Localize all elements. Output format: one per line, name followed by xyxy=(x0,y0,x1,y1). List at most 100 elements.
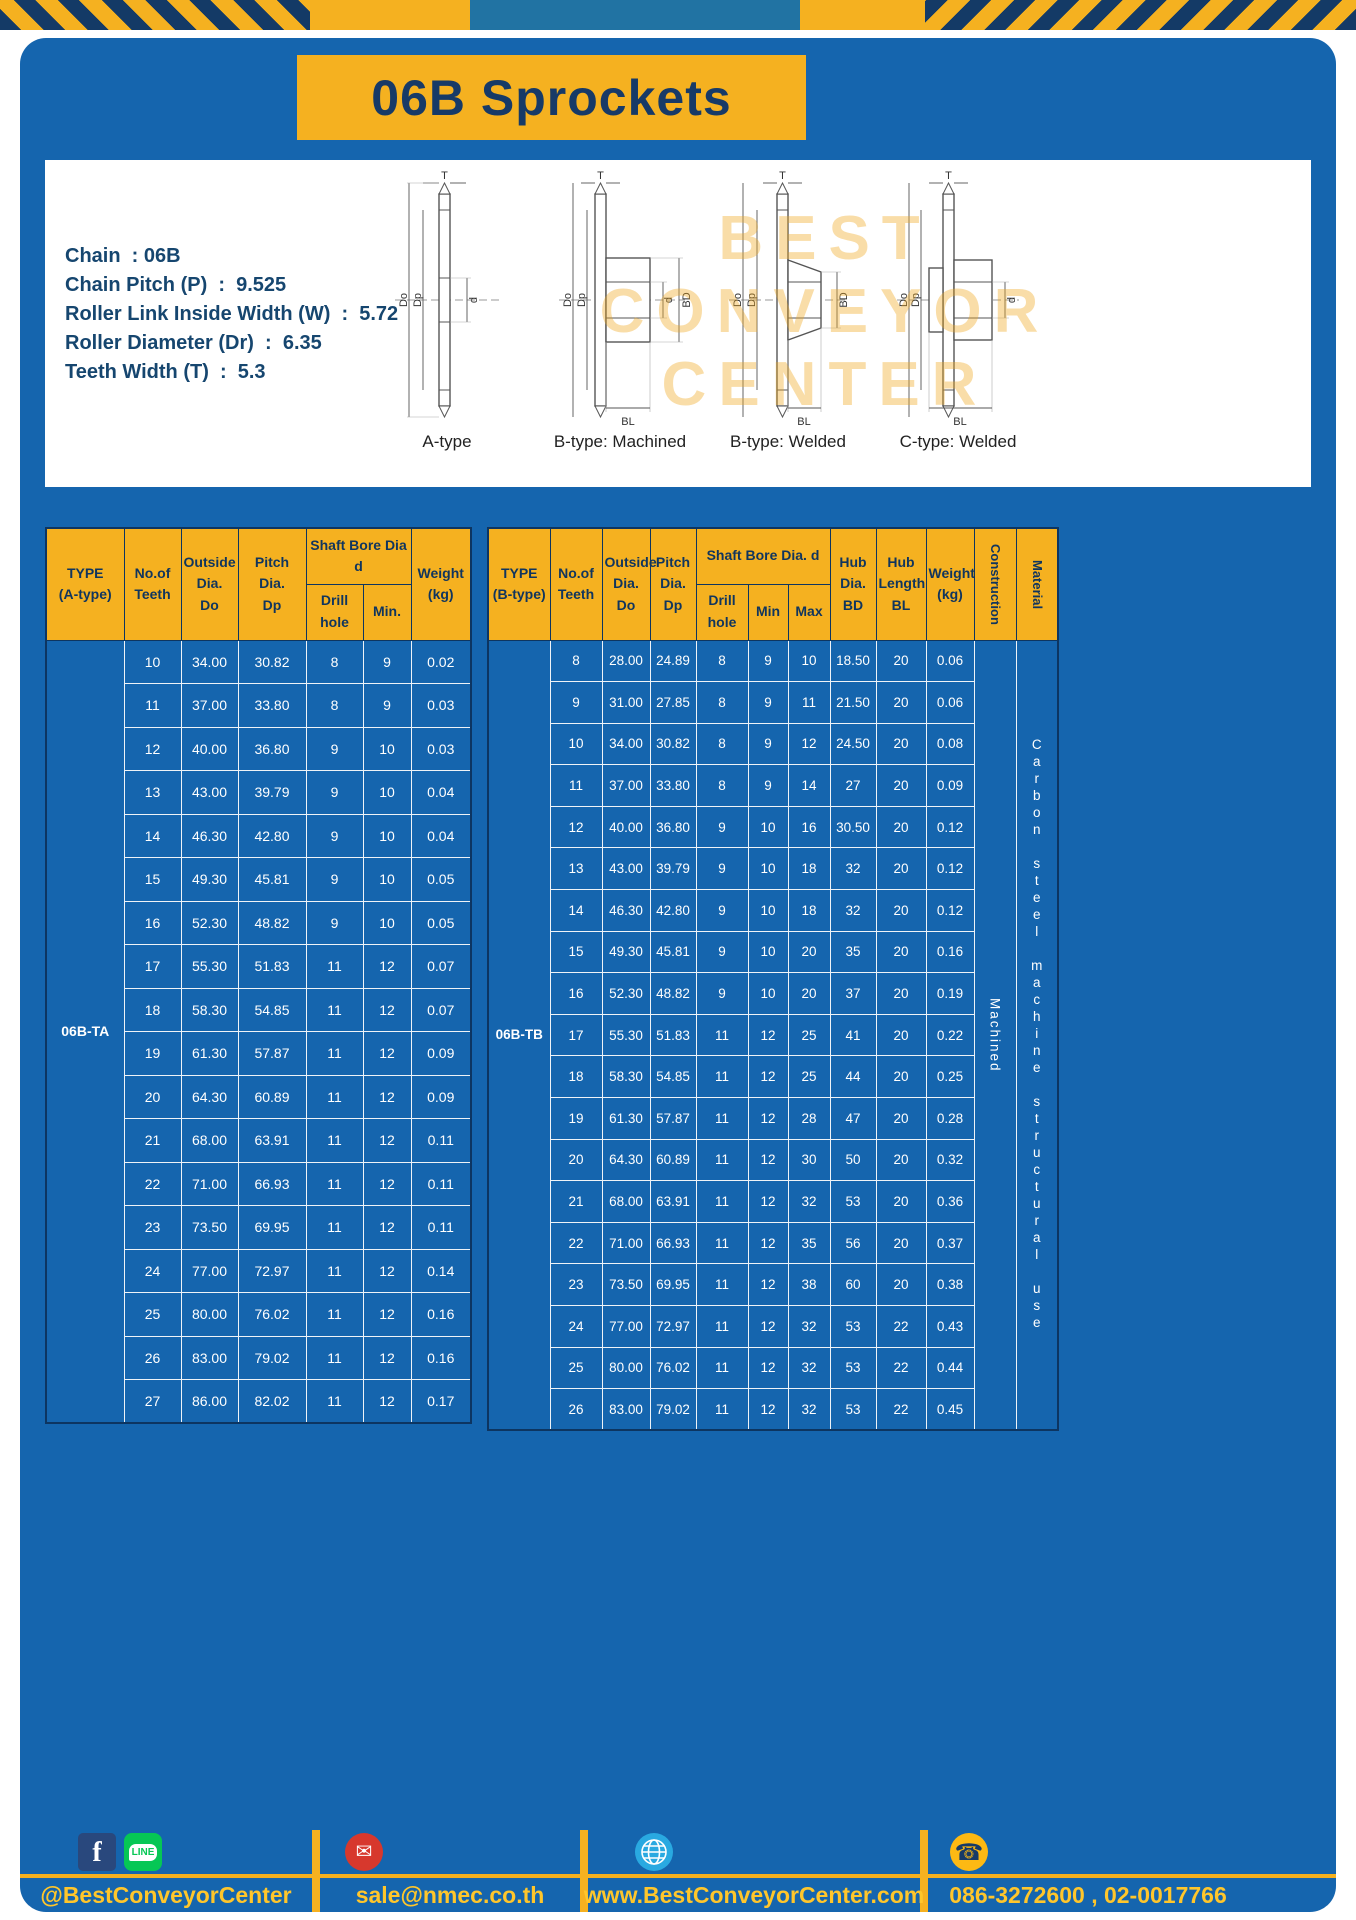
data-cell: 0.05 xyxy=(410,857,472,902)
data-cell: 0.09 xyxy=(410,1031,472,1076)
data-cell: 55.30 xyxy=(601,1013,651,1057)
table-row: 22 71.00 66.93 11 12 0.11 xyxy=(46,1161,472,1206)
data-cell: 40.00 xyxy=(601,805,651,849)
data-cell: 20 xyxy=(549,1138,603,1182)
data-cell: 68.00 xyxy=(180,1118,239,1163)
data-cell: 30.82 xyxy=(237,639,307,684)
footer-email[interactable]: sale@nmec.co.th xyxy=(355,1881,545,1908)
data-cell: 9 xyxy=(695,847,749,891)
dim-do-label: Do xyxy=(562,293,574,307)
hazard-yellow-segment xyxy=(800,0,925,30)
data-cell: 27.85 xyxy=(649,681,697,724)
table-row: 24 77.00 72.97 11 12 0.14 xyxy=(46,1248,472,1293)
drawing-a-type: T Do Dp d A-type xyxy=(377,170,517,452)
data-cell: 63.91 xyxy=(237,1118,307,1163)
data-cell: 11 xyxy=(305,1031,364,1076)
data-cell: 39.79 xyxy=(237,770,307,815)
data-cell: 20 xyxy=(875,805,927,849)
data-cell: 43.00 xyxy=(601,847,651,891)
data-cell: 35 xyxy=(787,1221,831,1265)
data-cell: 24.89 xyxy=(649,639,697,683)
table-row: 18 58.30 54.85 11 12 25 44 20 0.25 xyxy=(488,1055,1058,1099)
table-row: 17 55.30 51.83 11 12 25 41 20 0.22 xyxy=(488,1013,1058,1057)
col-header-min: Min. xyxy=(362,583,412,641)
data-cell: 83.00 xyxy=(601,1388,651,1431)
data-cell: 40.00 xyxy=(180,726,239,771)
data-cell: 12 xyxy=(747,1305,789,1348)
data-cell: 34.00 xyxy=(601,722,651,766)
col-header-max: Max xyxy=(787,583,831,641)
data-cell: 50 xyxy=(829,1138,877,1182)
drawing-c-type-welded: T Do Dp d BL C-type: Welded xyxy=(883,170,1033,452)
data-cell: 86.00 xyxy=(180,1379,239,1424)
data-cell: 11 xyxy=(305,1205,364,1250)
data-cell: 80.00 xyxy=(180,1292,239,1337)
data-cell: 8 xyxy=(549,639,603,683)
hazard-yellow-segment xyxy=(310,0,470,30)
table-row: 15 49.30 45.81 9 10 20 35 20 0.16 xyxy=(488,930,1058,974)
dim-t-label: T xyxy=(441,170,448,182)
table-row: 12 40.00 36.80 9 10 0.03 xyxy=(46,726,472,771)
phone-icon[interactable]: ☎ xyxy=(950,1833,988,1871)
data-cell: 68.00 xyxy=(601,1180,651,1223)
data-cell: 25 xyxy=(787,1055,831,1099)
data-cell: 0.09 xyxy=(925,764,975,807)
data-cell: 73.50 xyxy=(601,1263,651,1306)
data-cell: 13 xyxy=(549,847,603,891)
dim-t-label: T xyxy=(945,170,952,182)
data-cell: 21.50 xyxy=(829,681,877,724)
data-cell: 37.00 xyxy=(180,683,239,728)
dim-do-label: Do xyxy=(898,293,910,307)
data-cell: 12 xyxy=(362,1205,412,1250)
col-header-hub-length: Hub Length BL xyxy=(875,527,927,641)
line-icon[interactable]: LINE xyxy=(124,1833,162,1871)
table-row: 26 83.00 79.02 11 12 0.16 xyxy=(46,1335,472,1380)
spec-line-roller-dia: Roller Diameter (Dr) : 6.35 xyxy=(65,332,322,354)
data-cell: 0.25 xyxy=(925,1055,975,1099)
data-cell: 79.02 xyxy=(237,1335,307,1380)
data-cell: 11 xyxy=(695,1180,749,1223)
data-cell: 20 xyxy=(875,972,927,1015)
globe-icon[interactable] xyxy=(635,1833,673,1871)
data-cell: 0.32 xyxy=(925,1138,975,1182)
col-header-weight: Weight (kg) xyxy=(925,527,975,641)
data-cell: 19 xyxy=(549,1097,603,1140)
data-cell: 12 xyxy=(549,805,603,849)
email-icon[interactable]: ✉ xyxy=(345,1833,383,1871)
data-cell: 9 xyxy=(362,639,412,684)
data-cell: 45.81 xyxy=(649,930,697,974)
data-cell: 54.85 xyxy=(649,1055,697,1099)
hazard-right-stripes xyxy=(925,0,1356,30)
data-cell: 71.00 xyxy=(601,1221,651,1265)
table-row: 10 34.00 30.82 8 9 12 24.50 20 0.08 xyxy=(488,722,1058,766)
hazard-left-stripes xyxy=(0,0,310,30)
data-cell: 32 xyxy=(829,847,877,891)
data-cell: 45.81 xyxy=(237,857,307,902)
table-row: 13 43.00 39.79 9 10 18 32 20 0.12 xyxy=(488,847,1058,891)
data-cell: 11 xyxy=(123,683,182,728)
data-cell: 20 xyxy=(875,1097,927,1140)
data-cell: 11 xyxy=(695,1346,749,1390)
footer-social-handle[interactable]: @BestConveyorCenter xyxy=(40,1881,292,1908)
data-cell: 10 xyxy=(549,722,603,766)
hazard-stripe-top xyxy=(0,0,1356,30)
data-cell: 10 xyxy=(747,930,789,974)
table-row: 15 49.30 45.81 9 10 0.05 xyxy=(46,857,472,902)
data-cell: 0.14 xyxy=(410,1248,472,1293)
data-cell: 8 xyxy=(305,639,364,684)
footer-phone-numbers[interactable]: 086-3272600 , 02-0017766 xyxy=(949,1881,1227,1908)
dim-do-label: Do xyxy=(732,293,744,307)
data-cell: 39.79 xyxy=(649,847,697,891)
data-cell: 0.36 xyxy=(925,1180,975,1223)
footer-website[interactable]: www.BestConveyorCenter.com xyxy=(583,1881,925,1908)
dim-d-label: d xyxy=(1006,297,1018,303)
dim-t-label: T xyxy=(597,170,604,182)
data-cell: 0.02 xyxy=(410,639,472,684)
data-cell: 54.85 xyxy=(237,987,307,1032)
data-cell: 41 xyxy=(829,1013,877,1057)
data-cell: 9 xyxy=(747,722,789,766)
data-cell: 9 xyxy=(305,770,364,815)
data-cell: 53 xyxy=(829,1388,877,1431)
facebook-icon[interactable]: f xyxy=(78,1833,116,1871)
col-header-weight: Weight (kg) xyxy=(410,527,472,641)
